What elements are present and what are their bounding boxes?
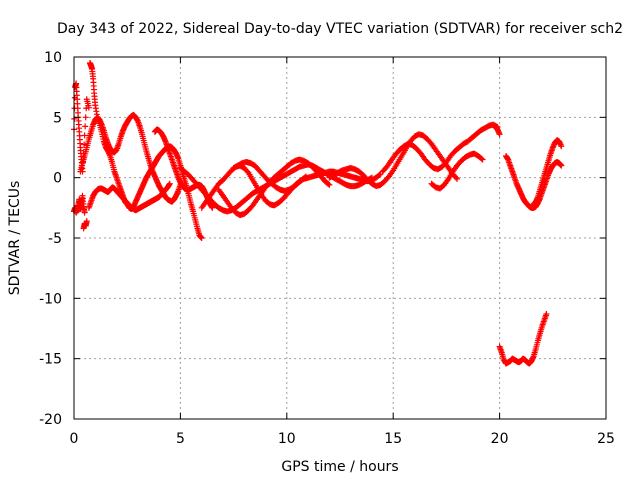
x-tick-label: 25 xyxy=(597,431,615,447)
x-tick-label: 0 xyxy=(70,431,79,447)
data-point xyxy=(479,156,486,163)
data-point xyxy=(558,162,565,169)
y-tick-label: -15 xyxy=(39,352,62,368)
x-tick-label: 15 xyxy=(384,431,402,447)
series-arc-3 xyxy=(85,180,173,214)
series-arc-9 xyxy=(326,131,461,190)
data-point xyxy=(81,209,88,216)
series-arc-13 xyxy=(502,152,565,211)
data-point xyxy=(454,175,461,182)
y-tick-label: 10 xyxy=(44,50,62,66)
series-arc-14 xyxy=(530,137,565,208)
y-tick-label: -10 xyxy=(39,291,62,307)
data-point xyxy=(81,132,88,139)
series-arc-11 xyxy=(428,150,486,192)
x-tick-label: 10 xyxy=(278,431,296,447)
series-arc-15 xyxy=(496,311,550,367)
plot-frame xyxy=(73,56,607,420)
grid xyxy=(74,57,606,419)
x-axis-label: GPS time / hours xyxy=(281,459,398,475)
x-tick-labels: 0 5 10 15 20 25 xyxy=(70,431,615,447)
series-arc-12 xyxy=(492,123,503,138)
data-point xyxy=(81,141,88,148)
series-arc-early-a xyxy=(71,192,88,216)
data-point xyxy=(166,180,173,187)
x-tick-label: 20 xyxy=(491,431,509,447)
data-point xyxy=(302,173,309,180)
y-tick-label: -20 xyxy=(39,412,62,428)
data-point xyxy=(244,168,251,175)
data-point xyxy=(558,143,565,150)
data-point xyxy=(452,174,459,181)
data-point xyxy=(543,311,550,318)
data-point xyxy=(478,155,485,162)
data-point xyxy=(301,174,308,181)
data-point xyxy=(82,114,89,121)
data-point xyxy=(83,218,90,225)
data-point xyxy=(496,131,503,138)
data-point xyxy=(376,171,383,178)
y-tick-labels: -20 -15 -10 -5 0 5 10 xyxy=(39,50,62,428)
y-tick-label: 0 xyxy=(53,171,62,187)
data-point xyxy=(325,181,332,188)
y-axis-label: SDTVAR / TECUs xyxy=(7,181,23,296)
y-tick-label: -5 xyxy=(48,231,62,247)
x-tick-label: 5 xyxy=(176,431,185,447)
data-point xyxy=(326,181,333,188)
data-point xyxy=(82,123,89,130)
data-point xyxy=(85,104,92,111)
chart-title: Day 343 of 2022, Sidereal Day-to-day VTE… xyxy=(57,21,623,37)
series-arc-7 xyxy=(215,156,333,219)
data-points xyxy=(71,60,565,367)
data-point xyxy=(198,235,205,241)
series-arc-early-c xyxy=(80,218,90,232)
y-tick-label: 5 xyxy=(53,110,62,126)
series-arc-8 xyxy=(230,158,309,194)
data-point xyxy=(209,204,216,211)
